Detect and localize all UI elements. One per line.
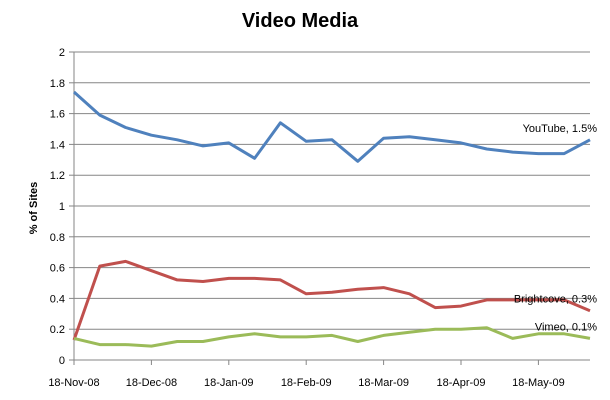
y-tick-label: 1.4: [50, 139, 65, 151]
series-annotation-brightcove: Brightcove, 0.3%: [514, 294, 597, 306]
x-tick-label: 18-Mar-09: [358, 377, 409, 389]
series-annotation-vimeo: Vimeo, 0.1%: [535, 321, 597, 333]
y-tick-label: 1: [59, 201, 65, 213]
series-annotations: YouTube, 1.5% Brightcove, 0.3% Vimeo, 0.1%: [514, 123, 597, 334]
y-tick-label: 2: [59, 47, 65, 59]
y-axis-label: % of Sites: [28, 182, 40, 235]
y-tick-label: 0: [59, 355, 65, 367]
x-axis-ticks: 18-Nov-08 18-Dec-08 18-Jan-09 18-Feb-09 18-M…: [48, 360, 565, 389]
y-tick-label: 0.6: [50, 263, 65, 275]
chart-title: Video Media: [242, 10, 359, 32]
gridlines: [74, 51, 590, 330]
series-lines: [72, 90, 591, 348]
y-tick-label: 0.8: [50, 232, 65, 244]
y-tick-label: 1.8: [50, 78, 65, 90]
y-tick-label: 1.2: [50, 170, 65, 182]
x-tick-label: 18-Nov-08: [48, 377, 99, 389]
y-axis-ticks: 0 0.2 0.4 0.6 0.8 1 1.2 1.4 1.6 1.8 2: [50, 47, 74, 367]
x-tick-label: 18-Feb-09: [281, 377, 332, 389]
series-annotation-youtube: YouTube, 1.5%: [523, 123, 598, 135]
y-tick-label: 0.4: [50, 293, 65, 305]
series-line-youtube: [72, 90, 591, 163]
x-tick-label: 18-Jan-09: [204, 377, 254, 389]
series-line-brightcove: [72, 259, 591, 341]
series-line-vimeo: [73, 326, 591, 348]
x-tick-label: 18-Dec-08: [126, 377, 177, 389]
x-tick-label: 18-May-09: [512, 377, 565, 389]
y-tick-label: 0.2: [50, 324, 65, 336]
y-tick-label: 1.6: [50, 109, 65, 121]
x-tick-label: 18-Apr-09: [437, 377, 486, 389]
